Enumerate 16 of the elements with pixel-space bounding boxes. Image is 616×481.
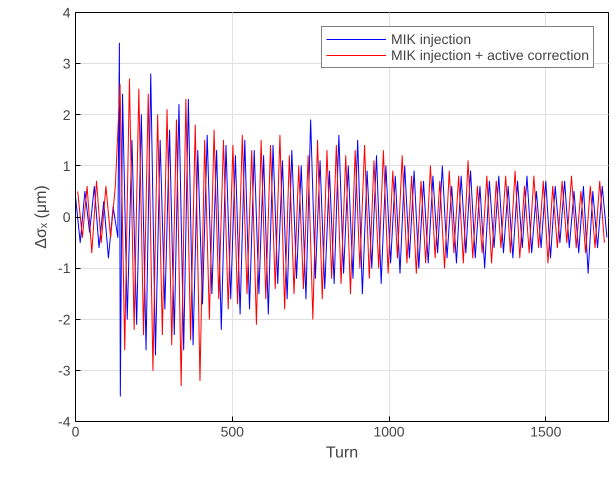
y-tick-label: -3 — [58, 362, 71, 378]
x-tick-label: 1500 — [530, 424, 562, 440]
legend-label: MIK injection — [390, 31, 472, 47]
x-tick-label: 500 — [220, 424, 244, 440]
x-axis-title: Turn — [326, 444, 358, 462]
y-tick-label: 3 — [62, 56, 71, 72]
y-tick-label: 4 — [62, 4, 71, 20]
y-tick-label: 0 — [62, 209, 71, 225]
legend-label: MIK injection + active correction — [390, 47, 589, 63]
y-tick-label: 2 — [62, 106, 71, 123]
y-axis-title: Δσₓ (μm) — [33, 185, 50, 249]
y-tick-label: -1 — [58, 260, 71, 276]
y-tick-label: 1 — [62, 158, 71, 174]
x-tick-label: 1000 — [373, 424, 405, 440]
y-tick-label: -2 — [58, 311, 71, 328]
y-tick-label: -4 — [58, 414, 71, 430]
